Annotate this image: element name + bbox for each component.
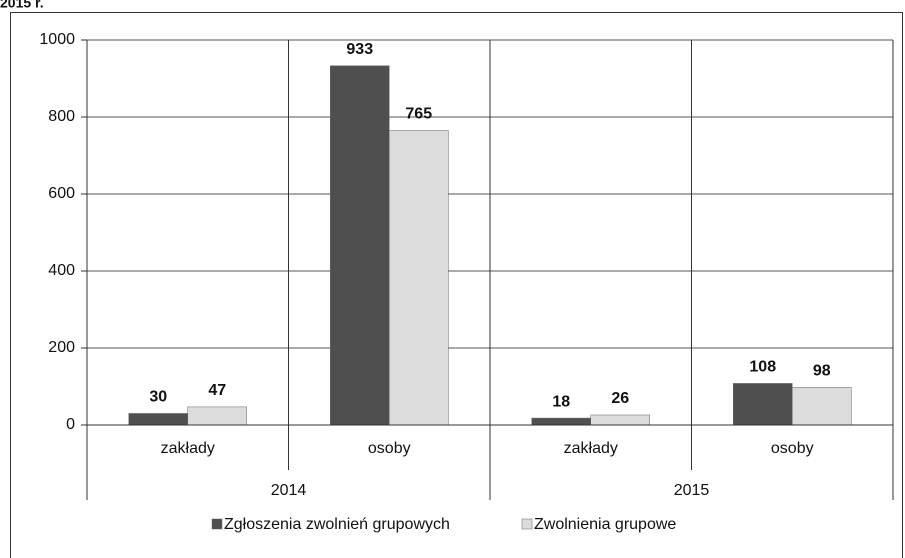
y-tick-label: 800 xyxy=(48,108,75,125)
data-label: 108 xyxy=(749,359,776,376)
legend-label: Zwolnienia grupowe xyxy=(534,516,676,533)
y-tick-label: 400 xyxy=(48,262,75,279)
data-label: 47 xyxy=(208,382,226,399)
data-label: 765 xyxy=(405,106,432,123)
y-tick-label: 1000 xyxy=(39,31,75,48)
group-label: 2014 xyxy=(271,482,307,499)
legend-label: Zgłoszenia zwolnień grupowych xyxy=(224,516,450,533)
legend-swatch xyxy=(521,518,533,530)
data-label: 26 xyxy=(611,390,629,407)
x-tick-label: osoby xyxy=(771,440,814,457)
y-tick-label: 600 xyxy=(48,185,75,202)
bar xyxy=(128,413,188,426)
data-label: 18 xyxy=(552,393,570,410)
chart-frame xyxy=(10,12,903,558)
bar xyxy=(330,65,390,426)
chart-title: 2015 r. xyxy=(0,0,44,11)
bar xyxy=(733,383,793,426)
x-tick-label: osoby xyxy=(368,440,411,457)
bar xyxy=(590,414,650,426)
y-tick-label: 200 xyxy=(48,339,75,356)
x-tick-label: zakłady xyxy=(564,440,618,457)
data-label: 30 xyxy=(149,389,167,406)
group-label: 2015 xyxy=(674,482,710,499)
bar xyxy=(531,417,591,426)
data-label: 98 xyxy=(813,362,831,379)
bar xyxy=(187,406,247,426)
x-tick-label: zakłady xyxy=(161,440,215,457)
bar xyxy=(792,387,852,426)
legend-swatch xyxy=(211,518,223,530)
bar xyxy=(389,130,449,426)
data-label: 933 xyxy=(346,41,373,58)
y-tick-label: 0 xyxy=(66,416,75,433)
